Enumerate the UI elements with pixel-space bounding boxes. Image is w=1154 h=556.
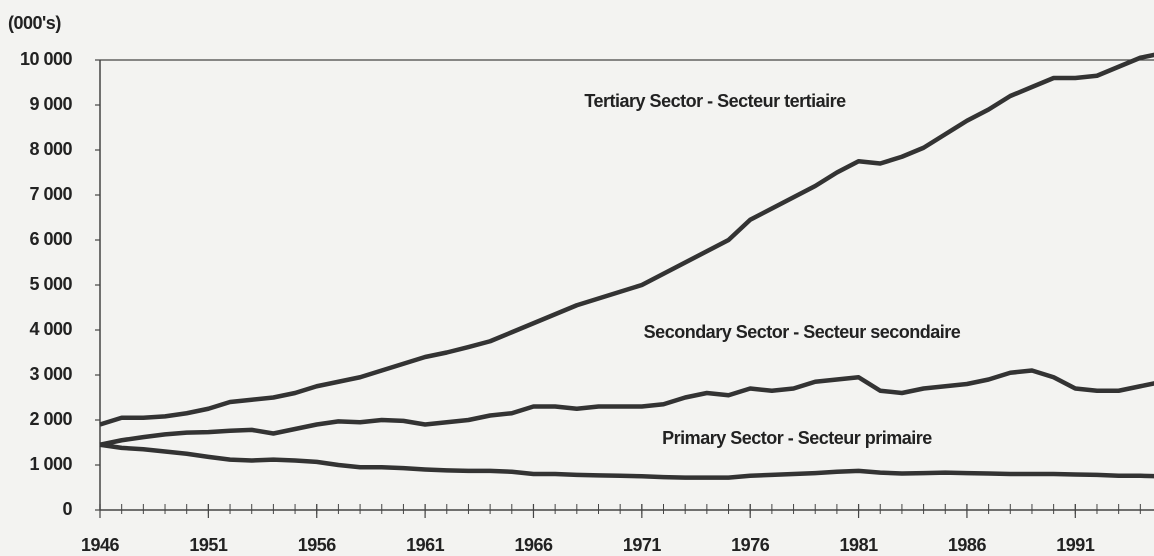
y-tick-label: 0 <box>62 499 72 519</box>
series-line <box>99 442 1154 480</box>
y-tick-label: 10 000 <box>20 49 73 69</box>
x-tick-label: 1981 <box>840 535 879 555</box>
y-tick-label: 3 000 <box>29 364 72 384</box>
y-tick-label: 7 000 <box>29 184 72 204</box>
y-tick-label: 2 000 <box>29 409 72 429</box>
y-tick-label: 4 000 <box>29 319 72 339</box>
series-line <box>99 52 1154 427</box>
x-tick-label: 1971 <box>623 535 662 555</box>
x-tick-label: 1991 <box>1056 535 1095 555</box>
annotation: Primary Sector - Secteur primaire <box>662 428 932 448</box>
x-tick-label: 1946 <box>81 535 120 555</box>
x-tick-label: 1956 <box>298 535 337 555</box>
x-tick-label: 1966 <box>514 535 553 555</box>
y-tick-label: 5 000 <box>29 274 72 294</box>
x-tick-label: 1986 <box>948 535 987 555</box>
y-tick-label: 8 000 <box>29 139 72 159</box>
x-tick-label: 1961 <box>406 535 445 555</box>
x-tick-label: 1951 <box>189 535 228 555</box>
y-tick-label: 9 000 <box>29 94 72 114</box>
x-tick-label: 1976 <box>731 535 770 555</box>
series-line <box>99 368 1154 447</box>
annotation: Tertiary Sector - Secteur tertiaire <box>584 91 846 111</box>
y-tick-label: 1 000 <box>29 454 72 474</box>
y-unit-label: (000's) <box>8 13 61 33</box>
y-tick-label: 6 000 <box>29 229 72 249</box>
annotation: Secondary Sector - Secteur secondaire <box>644 322 961 342</box>
